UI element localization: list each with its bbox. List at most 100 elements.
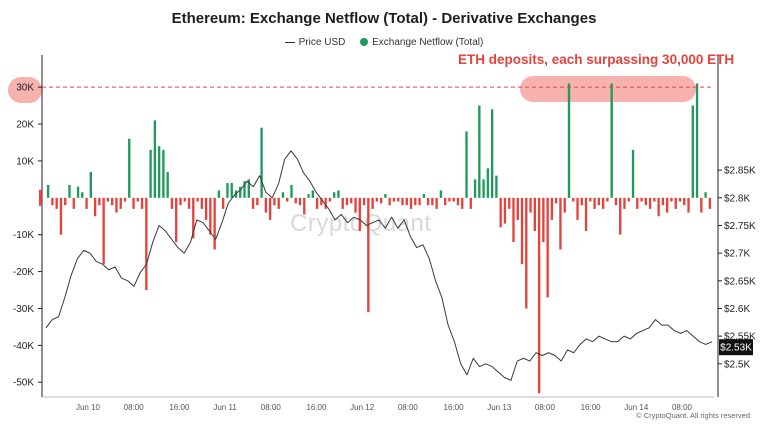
netflow-bar[interactable]: [59, 197, 63, 235]
netflow-bar[interactable]: [678, 197, 682, 202]
netflow-bar[interactable]: [700, 197, 703, 213]
netflow-bar[interactable]: [555, 197, 558, 204]
netflow-bar[interactable]: [281, 192, 285, 198]
netflow-bar[interactable]: [140, 197, 144, 209]
netflow-bar[interactable]: [444, 197, 447, 206]
netflow-bar[interactable]: [409, 197, 413, 209]
netflow-bar[interactable]: [217, 190, 221, 198]
netflow-bar[interactable]: [239, 186, 242, 198]
netflow-bar[interactable]: [183, 197, 186, 202]
netflow-bar[interactable]: [136, 197, 139, 202]
netflow-bar[interactable]: [465, 131, 468, 198]
netflow-bar[interactable]: [119, 197, 122, 209]
netflow-bar[interactable]: [529, 197, 532, 213]
netflow-bar[interactable]: [358, 197, 361, 231]
netflow-bar[interactable]: [657, 197, 660, 217]
netflow-bar[interactable]: [584, 197, 588, 231]
netflow-bar[interactable]: [490, 109, 494, 198]
netflow-bar[interactable]: [341, 197, 344, 209]
netflow-bar[interactable]: [495, 175, 498, 198]
netflow-bar[interactable]: [401, 197, 404, 206]
netflow-bar[interactable]: [196, 197, 199, 202]
netflow-bar[interactable]: [375, 197, 379, 202]
netflow-bar[interactable]: [525, 197, 528, 309]
netflow-bar[interactable]: [81, 192, 84, 198]
netflow-bar[interactable]: [89, 171, 92, 198]
netflow-bar[interactable]: [614, 197, 618, 206]
netflow-bar[interactable]: [200, 197, 203, 209]
netflow-bar[interactable]: [128, 138, 131, 198]
netflow-bar[interactable]: [572, 197, 575, 202]
netflow-bar[interactable]: [362, 197, 366, 206]
netflow-bar[interactable]: [563, 197, 566, 213]
netflow-bar[interactable]: [516, 197, 519, 220]
netflow-bar[interactable]: [631, 149, 635, 198]
netflow-bar[interactable]: [303, 197, 306, 215]
netflow-bar[interactable]: [704, 192, 707, 198]
netflow-bar[interactable]: [546, 197, 549, 298]
netflow-bar[interactable]: [222, 197, 225, 209]
netflow-bar[interactable]: [405, 197, 408, 206]
netflow-bar[interactable]: [367, 197, 370, 313]
netflow-bar[interactable]: [320, 197, 323, 206]
netflow-bar[interactable]: [486, 168, 490, 198]
netflow-bar[interactable]: [431, 197, 434, 206]
netflow-bar[interactable]: [55, 197, 58, 209]
netflow-bar[interactable]: [392, 197, 396, 202]
netflow-bar[interactable]: [328, 197, 332, 202]
netflow-bar[interactable]: [298, 197, 302, 206]
netflow-bar[interactable]: [610, 83, 613, 198]
netflow-bar[interactable]: [537, 197, 541, 394]
netflow-bar[interactable]: [273, 197, 276, 206]
netflow-bar[interactable]: [345, 197, 349, 206]
netflow-bar[interactable]: [708, 197, 712, 209]
netflow-bar[interactable]: [670, 197, 673, 202]
netflow-bar[interactable]: [311, 190, 314, 198]
netflow-bar[interactable]: [597, 197, 601, 206]
netflow-bar[interactable]: [260, 127, 263, 198]
netflow-bar[interactable]: [456, 197, 460, 206]
netflow-bar[interactable]: [550, 197, 554, 220]
netflow-bar[interactable]: [277, 197, 280, 209]
netflow-bar[interactable]: [418, 197, 421, 206]
netflow-bar[interactable]: [580, 197, 583, 206]
netflow-bar[interactable]: [243, 181, 246, 198]
netflow-bar[interactable]: [230, 183, 233, 198]
netflow-bar[interactable]: [426, 197, 430, 206]
legend-item-netflow[interactable]: Exchange Netflow (Total): [360, 37, 483, 48]
netflow-bar[interactable]: [473, 179, 477, 198]
netflow-bar[interactable]: [98, 197, 101, 206]
netflow-bar[interactable]: [648, 197, 652, 209]
netflow-bar[interactable]: [307, 194, 310, 198]
netflow-bar[interactable]: [422, 194, 425, 198]
netflow-bar[interactable]: [354, 197, 357, 213]
netflow-bar[interactable]: [503, 197, 507, 224]
netflow-bar[interactable]: [175, 197, 178, 243]
netflow-bar[interactable]: [388, 197, 391, 206]
netflow-bar[interactable]: [132, 197, 135, 209]
netflow-bar[interactable]: [268, 197, 272, 220]
netflow-bar[interactable]: [145, 197, 148, 291]
netflow-bar[interactable]: [179, 197, 182, 206]
netflow-bar[interactable]: [439, 190, 443, 198]
netflow-bar[interactable]: [204, 197, 208, 220]
netflow-bar[interactable]: [149, 149, 152, 198]
netflow-bar[interactable]: [695, 83, 699, 198]
netflow-bar[interactable]: [691, 105, 694, 198]
netflow-bar[interactable]: [290, 184, 293, 198]
netflow-bar[interactable]: [601, 197, 605, 209]
netflow-bar[interactable]: [640, 197, 643, 202]
netflow-bar[interactable]: [324, 197, 327, 209]
netflow-bar[interactable]: [606, 197, 609, 202]
netflow-bar[interactable]: [469, 197, 472, 209]
netflow-bar[interactable]: [337, 190, 340, 198]
netflow-bar[interactable]: [576, 197, 579, 220]
netflow-bar[interactable]: [170, 197, 174, 209]
netflow-bar[interactable]: [350, 197, 353, 204]
netflow-bar[interactable]: [102, 197, 105, 265]
netflow-bar[interactable]: [666, 197, 669, 213]
netflow-bar[interactable]: [533, 197, 536, 231]
netflow-bar[interactable]: [661, 197, 665, 206]
netflow-bar[interactable]: [85, 197, 88, 209]
netflow-bar[interactable]: [379, 197, 383, 204]
